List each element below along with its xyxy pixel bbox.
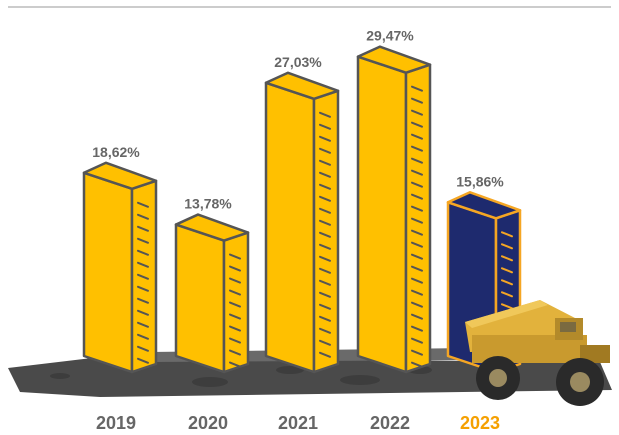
category-label-2021: 2021 xyxy=(278,413,318,433)
value-label-2020: 13,78% xyxy=(184,196,232,212)
bar-2022 xyxy=(356,45,432,374)
value-label-2022: 29,47% xyxy=(366,28,414,44)
bars-group: 18,62% 2019 13,78% 2020 27,03% 2021 29,47% 2022… xyxy=(82,28,522,433)
category-label-2020: 2020 xyxy=(188,413,228,433)
category-label-2019: 2019 xyxy=(96,413,136,433)
category-label-2023: 2023 xyxy=(460,413,500,433)
category-label-2022: 2022 xyxy=(370,413,410,433)
value-label-2019: 18,62% xyxy=(92,144,140,160)
mining-dump-truck-icon xyxy=(465,300,610,406)
bar-2020 xyxy=(174,213,250,374)
bar-2021 xyxy=(264,71,340,374)
bar-2019 xyxy=(82,161,158,374)
value-label-2023: 15,86% xyxy=(456,173,504,189)
value-label-2021: 27,03% xyxy=(274,54,322,70)
